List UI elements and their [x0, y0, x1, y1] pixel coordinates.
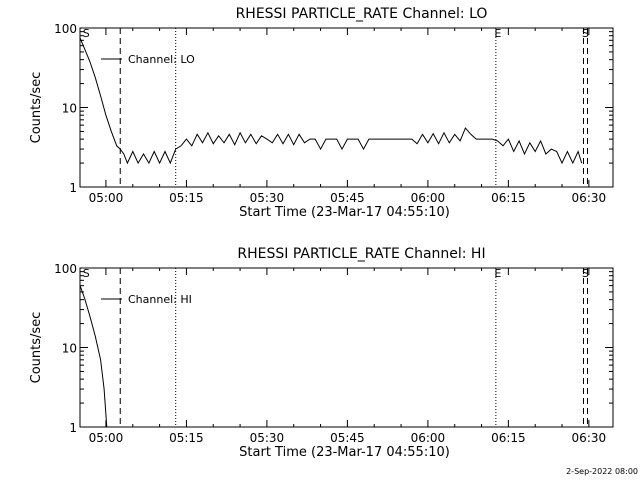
- panel0-y-tick-label: 10: [62, 102, 77, 116]
- panel0-x-tick-label: 05:00: [89, 191, 124, 205]
- panel1-chart-title: RHESSI PARTICLE_RATE Channel: HI: [237, 246, 485, 262]
- panel0-marker-label: S: [83, 27, 90, 40]
- panel0-x-tick-label: 06:30: [572, 191, 607, 205]
- panel1-marker-label: E: [494, 267, 501, 280]
- panel0-x-tick-label: 05:15: [169, 191, 204, 205]
- panel0-series-line: [80, 37, 583, 165]
- panel0-marker-label: E: [494, 27, 501, 40]
- panel0-x-tick-label: 05:30: [250, 191, 285, 205]
- panel1-y-tick-label: 100: [54, 262, 77, 276]
- panel1-x-axis-label: Start Time (23-Mar-17 04:55:10): [239, 445, 450, 460]
- panel1-y-tick-label: 10: [62, 342, 77, 356]
- panel0-x-tick-label: 06:15: [491, 191, 526, 205]
- footer-timestamp: 2-Sep-2022 08:00: [566, 467, 638, 476]
- panel1-x-tick-label: 06:00: [411, 431, 446, 445]
- panel0-y-tick-label: 1: [69, 181, 77, 195]
- panel0-y-tick-label: 100: [54, 22, 77, 36]
- panel0-chart-title: RHESSI PARTICLE_RATE Channel: LO: [236, 6, 488, 22]
- panel0-x-tick-label: 05:45: [330, 191, 365, 205]
- panel1-series-line: [80, 285, 108, 427]
- panel0-legend-label: Channel: LO: [128, 53, 195, 66]
- panel1-marker-label: S: [582, 267, 589, 280]
- panel1-plot-frame: [79, 267, 614, 428]
- panel1-y-tick-label: 1: [69, 421, 77, 435]
- panel1-x-tick-label: 05:00: [89, 431, 124, 445]
- panel1-x-tick-label: 06:30: [572, 431, 607, 445]
- panel1-x-tick-label: 05:45: [330, 431, 365, 445]
- panel0-x-tick-label: 06:00: [411, 191, 446, 205]
- panel1-y-axis-label: Counts/sec: [29, 312, 44, 384]
- panel1-x-tick-label: 05:15: [169, 431, 204, 445]
- panel1-x-tick-label: 06:15: [491, 431, 526, 445]
- panel1-x-tick-label: 05:30: [250, 431, 285, 445]
- panel0-x-axis-label: Start Time (23-Mar-17 04:55:10): [239, 205, 450, 220]
- panel0-y-axis-label: Counts/sec: [29, 72, 44, 144]
- chart-panel-lo: RHESSI PARTICLE_RATE Channel: LO Start Ti…: [29, 6, 614, 220]
- panel1-legend-label: Channel: HI: [128, 293, 192, 306]
- chart-panel-hi: RHESSI PARTICLE_RATE Channel: HI Start Ti…: [29, 246, 614, 460]
- panel1-marker-label: S: [83, 267, 90, 280]
- panel0-marker-label: S: [582, 27, 589, 40]
